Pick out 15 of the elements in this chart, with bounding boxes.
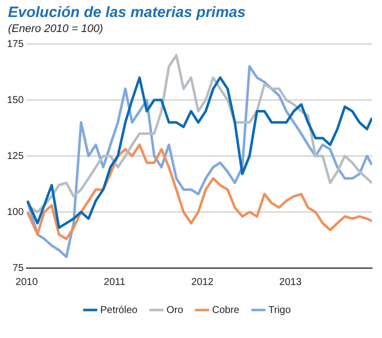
y-tick-label: 175 bbox=[6, 38, 24, 50]
legend-label: Oro bbox=[166, 304, 184, 316]
y-tick-label: 75 bbox=[12, 262, 24, 274]
legend-label: Trigo bbox=[268, 304, 292, 316]
x-tick-label: 2010 bbox=[16, 276, 38, 288]
x-tick-label: 2012 bbox=[191, 276, 214, 288]
chart-title: Evolución de las materias primas bbox=[8, 4, 247, 21]
y-tick-label: 100 bbox=[6, 206, 24, 218]
x-tick-label: 2013 bbox=[279, 276, 302, 288]
x-tick-label: 2011 bbox=[104, 276, 126, 288]
y-tick-label: 150 bbox=[6, 94, 24, 106]
legend-label: Petróleo bbox=[100, 304, 138, 316]
legend-label: Cobre bbox=[212, 304, 240, 316]
chart-subtitle: (Enero 2010 = 100) bbox=[8, 23, 104, 35]
y-tick-label: 125 bbox=[6, 150, 24, 162]
